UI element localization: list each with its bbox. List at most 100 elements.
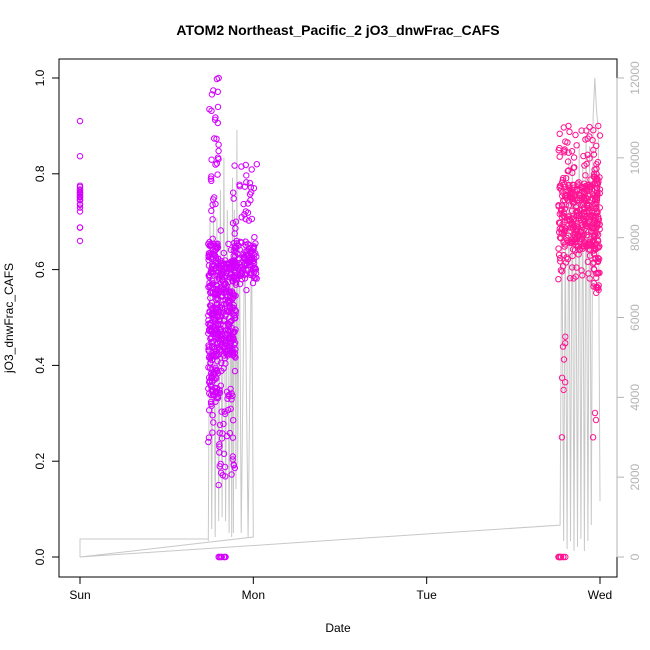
data-point [590, 265, 598, 273]
data-point [251, 234, 258, 241]
data-point [205, 253, 212, 261]
data-point [569, 252, 576, 260]
data-point [558, 230, 565, 237]
data-point [228, 317, 235, 324]
data-point [583, 243, 591, 250]
data-point [590, 247, 597, 254]
data-point [569, 264, 576, 271]
data-point [590, 151, 598, 158]
data-point [583, 232, 590, 239]
data-point [595, 215, 602, 222]
data-point [211, 290, 219, 298]
data-point [209, 412, 216, 419]
y-tick-label: 0.2 [33, 453, 47, 470]
data-point [593, 184, 600, 192]
data-point [216, 386, 223, 394]
data-point [215, 335, 222, 342]
data-point [222, 270, 229, 277]
data-point [231, 162, 238, 169]
data-point [215, 74, 222, 82]
data-point [216, 421, 224, 429]
data-point [212, 246, 220, 253]
data-point [559, 343, 567, 350]
data-point [576, 194, 583, 202]
data-point [589, 225, 597, 232]
data-point [574, 244, 581, 251]
data-point [219, 277, 227, 284]
data-point [229, 219, 237, 227]
data-point [590, 283, 597, 290]
data-point [558, 268, 566, 275]
data-point [251, 274, 258, 282]
data-point [212, 364, 219, 371]
data-point [211, 194, 218, 201]
data-point [555, 553, 562, 561]
data-point [592, 255, 599, 263]
data-point [210, 87, 217, 94]
data-point [232, 281, 240, 288]
data-point [253, 161, 260, 168]
data-point [241, 183, 249, 190]
data-point [220, 450, 228, 457]
data-point [215, 147, 222, 155]
data-point [225, 343, 233, 351]
data-point [242, 161, 250, 169]
data-point [229, 453, 237, 460]
data-point [565, 167, 572, 174]
data-point [230, 329, 238, 336]
data-point [216, 441, 223, 448]
data-point [583, 222, 590, 230]
data-point [564, 167, 571, 175]
data-point [212, 388, 220, 395]
data-point [573, 264, 580, 271]
data-point [209, 429, 216, 436]
data-point [596, 186, 604, 193]
data-point [560, 197, 567, 204]
data-point [592, 416, 600, 424]
data-point [556, 219, 564, 227]
data-point [593, 198, 600, 206]
data-point [218, 408, 225, 415]
data-point [209, 216, 216, 223]
data-point [594, 244, 601, 251]
data-point [227, 327, 234, 335]
data-point [230, 417, 237, 424]
data-point [213, 135, 220, 143]
data-point [208, 288, 215, 296]
data-point [207, 175, 215, 182]
y2-tick-label: 2000 [628, 463, 642, 490]
data-point [593, 274, 600, 281]
data-point [76, 208, 84, 215]
data-point [562, 259, 570, 266]
data-point [574, 207, 581, 215]
data-point [76, 200, 84, 208]
data-point [556, 210, 563, 218]
data-point [206, 106, 213, 113]
data-point [560, 174, 567, 182]
data-point [226, 335, 234, 342]
data-point [585, 228, 592, 236]
data-point [582, 182, 589, 190]
data-point [240, 200, 247, 208]
data-point [582, 136, 589, 143]
data-point [558, 374, 566, 381]
data-point [573, 227, 581, 234]
data-point [212, 398, 219, 405]
data-point [205, 385, 212, 392]
data-point [576, 246, 584, 253]
data-point [594, 158, 602, 166]
data-point [581, 196, 588, 204]
data-point [596, 132, 604, 139]
data-point [560, 356, 568, 363]
data-point [222, 263, 229, 271]
data-point [565, 149, 572, 156]
data-point [242, 208, 250, 215]
data-point [218, 367, 225, 375]
data-point [593, 224, 600, 231]
data-point [76, 204, 84, 211]
data-point [230, 189, 237, 196]
data-point [569, 190, 576, 198]
data-point [586, 123, 593, 131]
data-point [230, 304, 238, 312]
data-point [581, 162, 588, 169]
